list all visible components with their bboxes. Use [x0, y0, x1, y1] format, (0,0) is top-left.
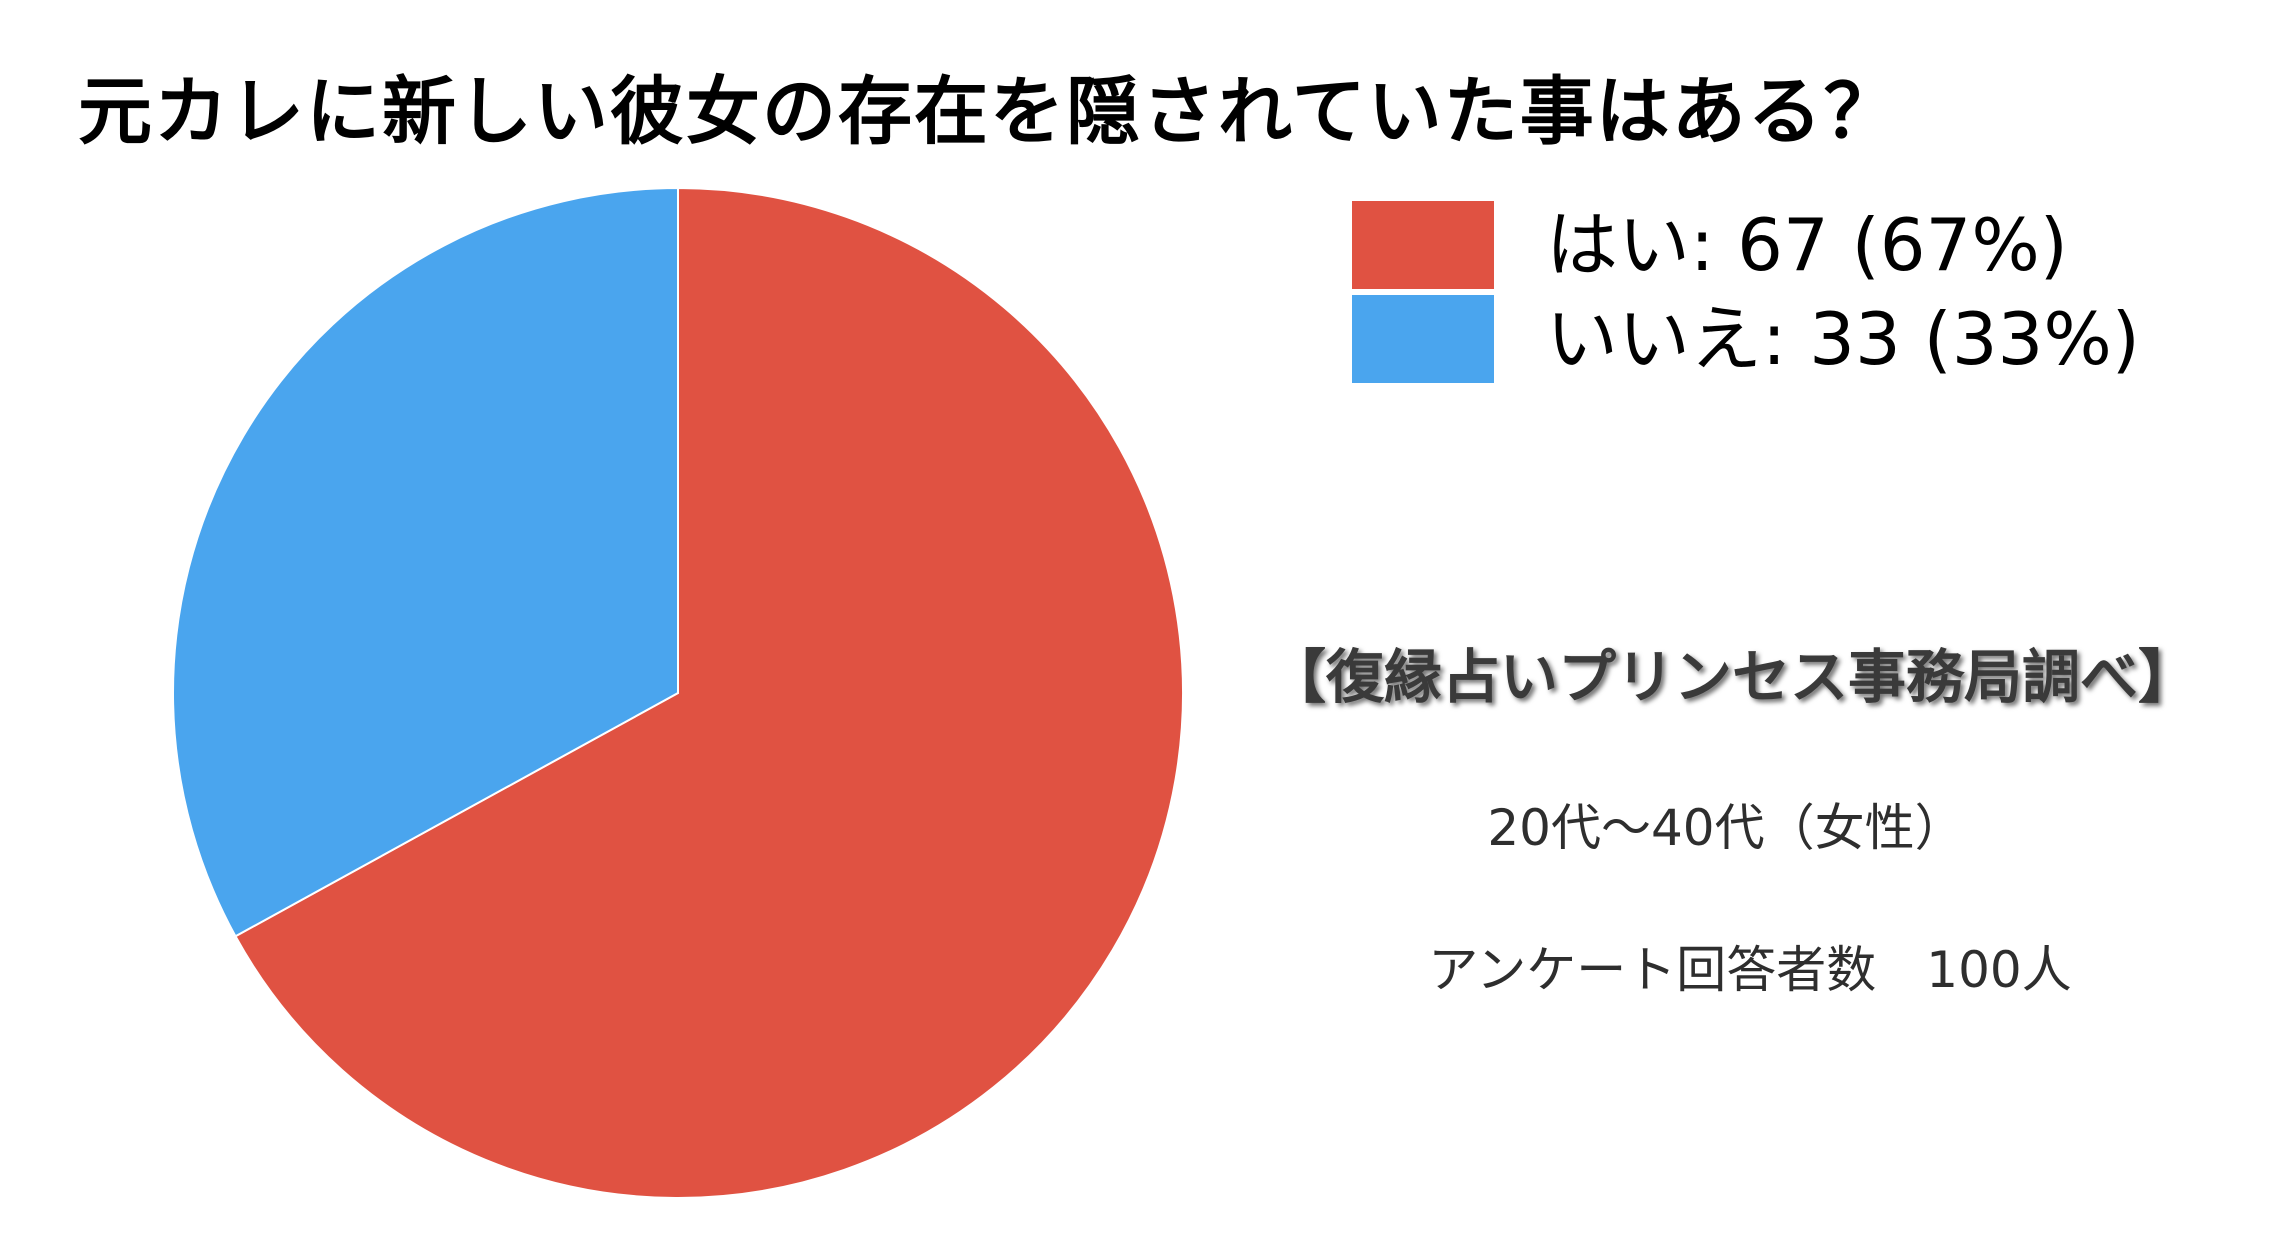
legend-label-yes: はい: 67 (67%) [1546, 203, 2068, 287]
legend: はい: 67 (67%) いいえ: 33 (33%) [1352, 196, 2140, 388]
legend-swatch-no [1352, 295, 1494, 383]
source-credit: 【復縁占いプリンセス事務局調べ】 [1267, 643, 2196, 711]
pie-slice-yes [234, 186, 1184, 1199]
survey-respondent-count: アンケート回答者数 100人 [1428, 941, 2072, 999]
legend-label-no: いいえ: 33 (33%) [1546, 297, 2140, 381]
survey-age-range: 20代〜40代（女性） [1487, 799, 1965, 857]
legend-item-no: いいえ: 33 (33%) [1352, 290, 2140, 388]
pie-slice-no [172, 186, 679, 938]
chart-title: 元カレに新しい彼女の存在を隠されていた事はある？ [78, 69, 1900, 155]
legend-item-yes: はい: 67 (67%) [1352, 196, 2140, 294]
legend-swatch-yes [1352, 201, 1494, 289]
